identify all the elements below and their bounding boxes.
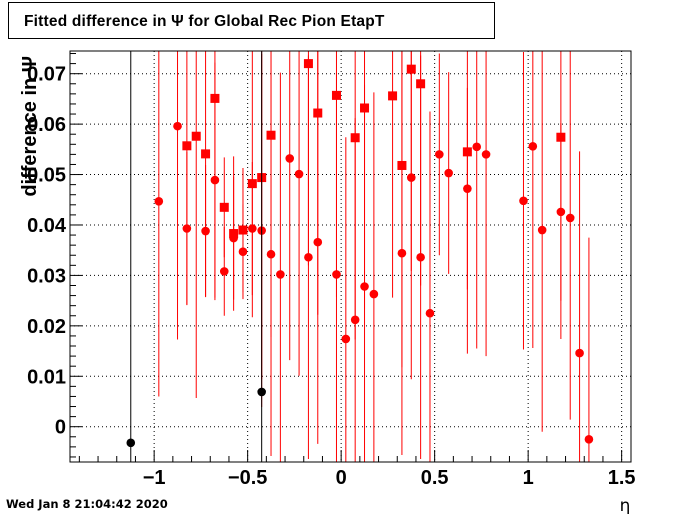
data-point-circle-s0-11 [276, 270, 285, 279]
data-point-circle-s0-13 [294, 169, 304, 179]
data-point-circle-s0-20 [369, 289, 379, 299]
y-tick-label-4: 0.04 [27, 215, 67, 237]
x-tick-label-2: 0 [336, 467, 347, 489]
data-point-square-s1-20 [556, 132, 566, 142]
data-point-circle-s0-24 [425, 308, 435, 318]
data-point-square-s1-18 [416, 79, 426, 89]
data-point-square-s1-11 [313, 108, 323, 118]
data-point-circle-s2-0 [126, 438, 136, 448]
data-point-circle-s0-35 [575, 348, 584, 358]
data-point-circle-s0-12 [285, 154, 295, 163]
data-point-circle-s0-34 [565, 213, 575, 223]
data-point-square-s1-7 [247, 179, 257, 189]
data-point-square-s1-4 [219, 202, 229, 212]
chart-title: Fitted difference in Ψ for Global Rec Pi… [24, 13, 385, 30]
x-tick-label-0: −1 [143, 467, 166, 489]
data-layer [126, 51, 594, 462]
data-point-circle-s0-31 [528, 142, 538, 151]
y-axis-label: difference in Ψ [19, 56, 41, 197]
data-point-square-s1-17 [406, 64, 416, 74]
data-point-square-s1-5 [229, 229, 239, 239]
data-point-circle-s0-25 [435, 150, 444, 159]
chart-title-box: Fitted difference in Ψ for Global Rec Pi… [8, 2, 495, 39]
x-axis-label: η [620, 496, 631, 514]
y-tick-label-0: 0 [55, 417, 66, 439]
x-tick-label-1: −0.5 [228, 467, 267, 489]
data-point-square-s1-3 [210, 93, 220, 103]
y-tick-label-1: 0.01 [27, 366, 66, 388]
y-tick-label-7: 0.07 [27, 64, 66, 86]
data-point-circle-s0-29 [481, 150, 491, 159]
data-point-circle-s0-5 [219, 267, 229, 276]
y-tick-label-2: 0.02 [27, 316, 66, 338]
y-tick-label-3: 0.03 [27, 265, 66, 287]
data-point-square-s1-16 [397, 160, 407, 170]
data-point-circle-s0-26 [444, 168, 453, 178]
plot-area [70, 51, 631, 462]
data-point-circle-s0-30 [519, 196, 528, 206]
x-tick-label-4: 1 [523, 467, 534, 489]
data-point-circle-s0-17 [341, 334, 351, 344]
data-point-square-s1-14 [360, 103, 370, 113]
x-tick-label-3: 0.5 [421, 467, 449, 489]
data-point-circle-s2-1 [257, 387, 266, 397]
data-point-square-s1-13 [350, 133, 360, 143]
x-tick-label-5: 1.5 [608, 467, 636, 489]
y-tick-label-6: 0.06 [27, 114, 66, 136]
plot-frame [69, 50, 632, 463]
data-point-circle-s0-0 [154, 196, 164, 206]
data-point-square-s1-19 [462, 147, 472, 157]
data-point-square-s1-10 [303, 59, 313, 69]
data-point-circle-s0-28 [472, 142, 482, 152]
data-point-square-s1-12 [331, 90, 341, 100]
data-point-square-s1-1 [191, 131, 201, 141]
data-point-square-s1-6 [238, 225, 248, 235]
data-point-square-s1-15 [388, 91, 398, 101]
y-tick-label-5: 0.05 [27, 165, 66, 187]
data-point-square-s1-2 [201, 149, 211, 159]
data-point-circle-s0-1 [173, 121, 182, 131]
data-point-circle-s0-32 [537, 225, 547, 235]
timestamp: Wed Jan 8 21:04:42 2020 [6, 497, 168, 511]
data-point-square-s1-9 [266, 130, 276, 140]
data-point-square-s1-0 [182, 141, 192, 151]
data-point-circle-s0-36 [584, 435, 594, 444]
